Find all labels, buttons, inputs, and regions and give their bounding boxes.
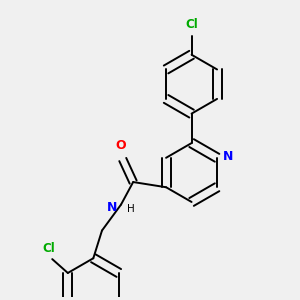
- Text: Cl: Cl: [42, 242, 55, 255]
- Text: O: O: [116, 139, 126, 152]
- Text: Cl: Cl: [185, 18, 198, 31]
- Text: H: H: [127, 204, 135, 214]
- Text: N: N: [106, 201, 117, 214]
- Text: N: N: [223, 150, 234, 163]
